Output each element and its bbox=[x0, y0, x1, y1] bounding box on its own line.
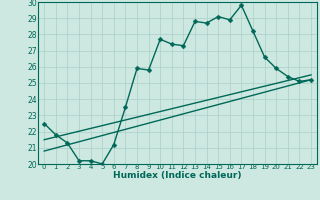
X-axis label: Humidex (Indice chaleur): Humidex (Indice chaleur) bbox=[113, 171, 242, 180]
